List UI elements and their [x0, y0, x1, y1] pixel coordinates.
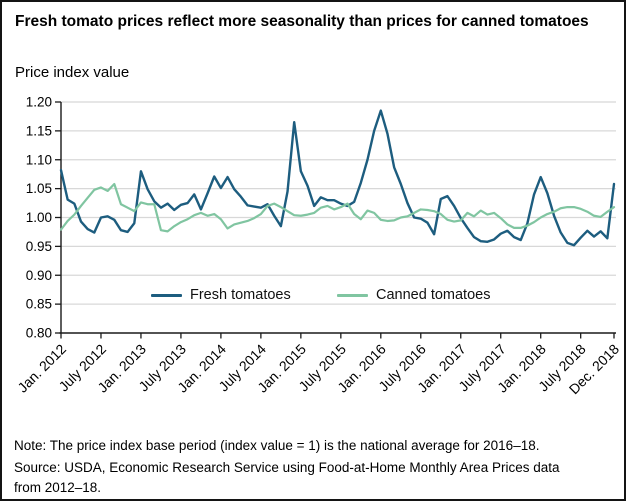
y-tick-label: 1.20 [26, 95, 52, 110]
y-tick-label: 1.00 [26, 210, 52, 225]
plot-svg: 0.800.850.900.951.001.051.101.151.20Jan.… [14, 95, 622, 398]
y-tick-label: 1.05 [26, 181, 52, 196]
chart-title: Fresh tomato prices reflect more seasona… [15, 13, 589, 30]
legend-item-fresh: Fresh tomatoes [151, 286, 291, 304]
y-tick-label: 0.85 [26, 297, 52, 312]
legend-label-fresh: Fresh tomatoes [190, 287, 291, 303]
legend-label-canned: Canned tomatoes [376, 287, 491, 303]
canned-tomatoes-line [59, 182, 616, 233]
y-tick-label: 1.10 [26, 152, 52, 167]
legend-item-canned: Canned tomatoes [337, 286, 490, 304]
footnote: Note: The price index base period (index… [14, 438, 540, 453]
fresh-line-swatch-icon [151, 293, 182, 297]
y-tick-label: 1.15 [26, 123, 52, 138]
fresh-tomatoes-line [59, 109, 616, 247]
y-axis-title: Price index value [15, 64, 130, 81]
canned-line-swatch-icon [337, 293, 368, 297]
source-note: Source: USDA, Economic Research Service … [14, 460, 560, 495]
y-tick-label: 0.95 [26, 239, 52, 254]
y-tick-label: 0.90 [26, 268, 52, 283]
y-tick-label: 0.80 [26, 326, 52, 341]
